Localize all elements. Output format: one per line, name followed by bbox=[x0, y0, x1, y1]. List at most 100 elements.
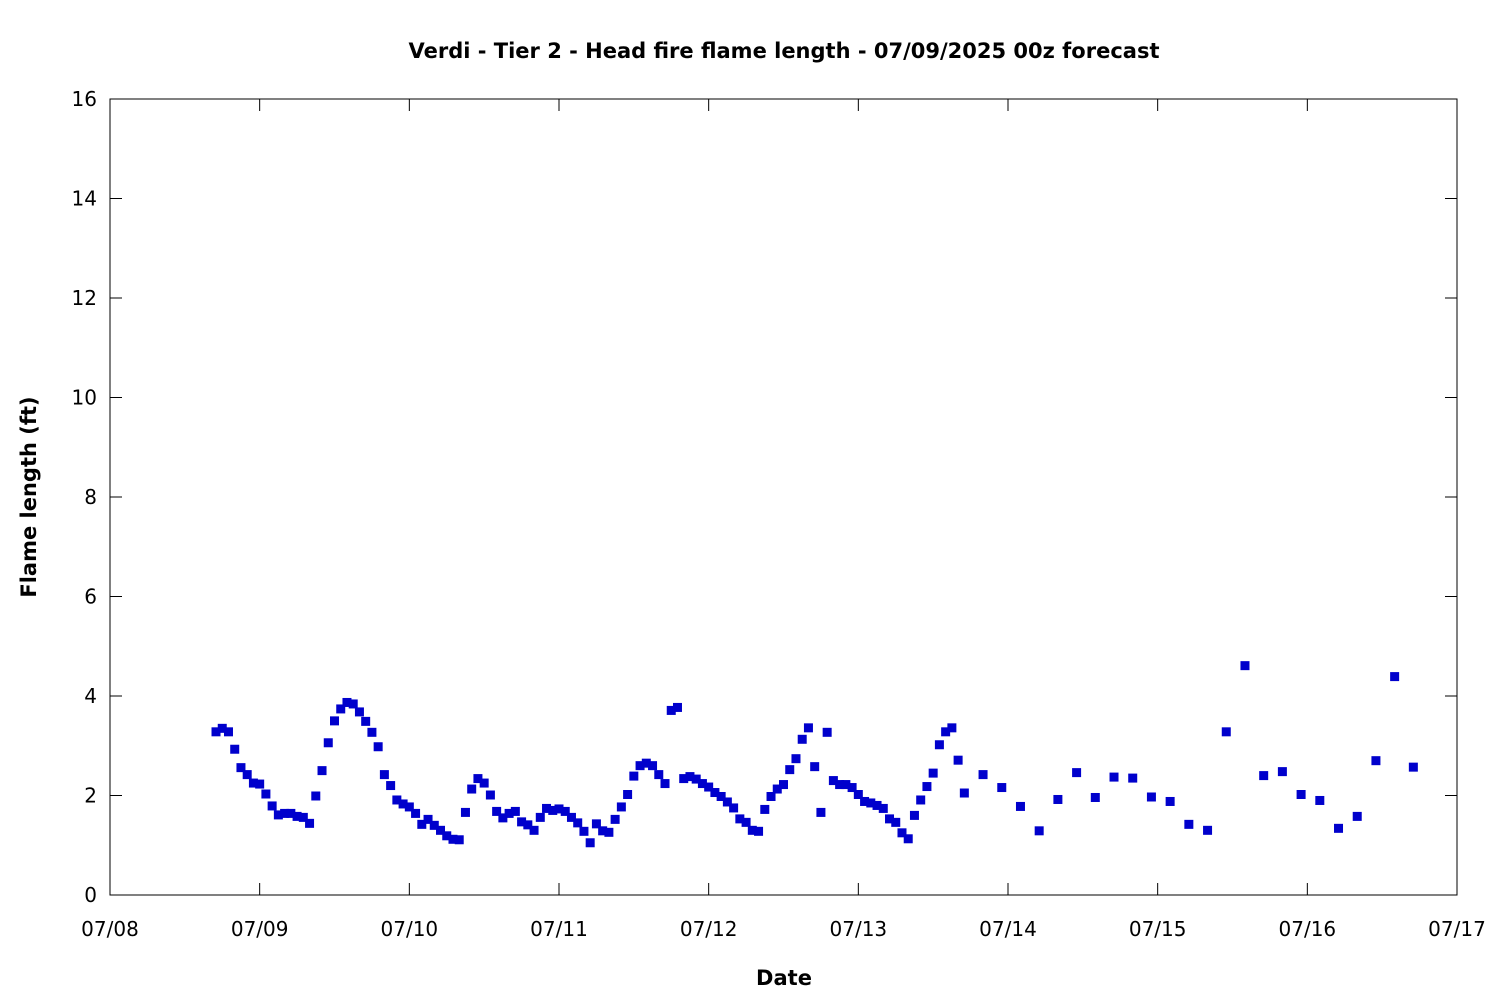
data-point bbox=[1315, 795, 1325, 805]
data-point bbox=[828, 776, 838, 786]
data-point bbox=[211, 727, 221, 737]
data-point bbox=[236, 763, 246, 773]
data-point bbox=[928, 768, 938, 778]
data-point bbox=[841, 780, 851, 790]
data-point bbox=[342, 697, 352, 707]
data-point bbox=[598, 826, 608, 836]
data-point bbox=[822, 727, 832, 737]
data-point bbox=[473, 774, 483, 784]
x-tick-label: 07/09 bbox=[231, 917, 289, 941]
data-point bbox=[1240, 661, 1250, 671]
data-point bbox=[460, 807, 470, 817]
data-point bbox=[922, 782, 932, 792]
data-point bbox=[697, 779, 707, 789]
data-point bbox=[766, 791, 776, 801]
data-point bbox=[336, 704, 346, 714]
data-point bbox=[1109, 772, 1119, 782]
data-point bbox=[523, 820, 533, 830]
x-tick-label: 07/10 bbox=[381, 917, 439, 941]
data-point bbox=[354, 707, 364, 717]
data-point bbox=[747, 825, 757, 835]
data-point bbox=[866, 798, 876, 808]
data-point bbox=[1296, 790, 1306, 800]
data-point bbox=[1184, 819, 1194, 829]
data-point bbox=[448, 834, 458, 844]
data-point bbox=[648, 761, 658, 771]
data-point bbox=[579, 826, 589, 836]
data-point bbox=[404, 802, 414, 812]
x-axis-label: Date bbox=[756, 966, 812, 990]
x-tick-label: 07/16 bbox=[1279, 917, 1337, 941]
data-point bbox=[485, 790, 495, 800]
data-point bbox=[348, 699, 358, 709]
data-point bbox=[311, 791, 321, 801]
data-point bbox=[248, 778, 258, 788]
data-point bbox=[429, 820, 439, 830]
data-point bbox=[323, 738, 333, 748]
data-point bbox=[654, 770, 664, 780]
data-point bbox=[729, 803, 739, 813]
data-point bbox=[504, 808, 514, 818]
data-point bbox=[760, 804, 770, 814]
data-point bbox=[498, 813, 508, 823]
data-point bbox=[1221, 727, 1231, 737]
data-point bbox=[467, 784, 477, 794]
data-point bbox=[909, 810, 919, 820]
data-point bbox=[710, 788, 720, 798]
data-point bbox=[754, 826, 764, 836]
data-point bbox=[716, 791, 726, 801]
y-tick-label: 8 bbox=[84, 485, 97, 509]
data-point bbox=[479, 778, 489, 788]
y-tick-label: 6 bbox=[84, 585, 97, 609]
data-point bbox=[286, 808, 296, 818]
data-point bbox=[959, 788, 969, 798]
data-point bbox=[535, 812, 545, 822]
data-point bbox=[685, 772, 695, 782]
data-point bbox=[872, 800, 882, 810]
y-tick-label: 0 bbox=[84, 883, 97, 907]
data-point bbox=[1034, 826, 1044, 836]
x-tick-label: 07/17 bbox=[1428, 917, 1486, 941]
data-points bbox=[211, 661, 1418, 848]
x-tick-label: 07/13 bbox=[830, 917, 888, 941]
data-point bbox=[941, 727, 951, 737]
data-point bbox=[797, 734, 807, 744]
data-point bbox=[542, 803, 552, 813]
data-point bbox=[548, 805, 558, 815]
data-point bbox=[847, 783, 857, 793]
data-point bbox=[573, 818, 583, 828]
data-point bbox=[417, 819, 427, 829]
data-point bbox=[517, 817, 527, 827]
data-point bbox=[442, 831, 452, 841]
y-tick-label: 16 bbox=[72, 87, 97, 111]
data-point bbox=[1128, 773, 1138, 783]
data-point bbox=[242, 770, 252, 780]
data-point bbox=[916, 795, 926, 805]
data-point bbox=[255, 779, 265, 789]
data-point bbox=[411, 808, 421, 818]
data-point bbox=[1053, 794, 1063, 804]
x-tick-label: 07/14 bbox=[979, 917, 1037, 941]
data-point bbox=[298, 812, 308, 822]
data-point bbox=[267, 801, 277, 811]
data-point bbox=[741, 817, 751, 827]
data-point bbox=[853, 790, 863, 800]
data-point bbox=[666, 705, 676, 715]
x-tick-label: 07/11 bbox=[530, 917, 588, 941]
data-point bbox=[230, 744, 240, 754]
data-point bbox=[1390, 672, 1400, 682]
plot-frame bbox=[109, 98, 1458, 896]
data-point bbox=[317, 766, 327, 776]
y-tick-label: 2 bbox=[84, 784, 97, 808]
data-point bbox=[1090, 792, 1100, 802]
data-point bbox=[510, 806, 520, 816]
data-point bbox=[997, 783, 1007, 793]
y-tick-label: 4 bbox=[84, 684, 97, 708]
data-point bbox=[560, 806, 570, 816]
y-tick-label: 12 bbox=[72, 286, 97, 310]
data-point bbox=[292, 811, 302, 821]
data-point bbox=[934, 740, 944, 750]
data-point bbox=[785, 765, 795, 775]
data-point bbox=[454, 835, 464, 845]
